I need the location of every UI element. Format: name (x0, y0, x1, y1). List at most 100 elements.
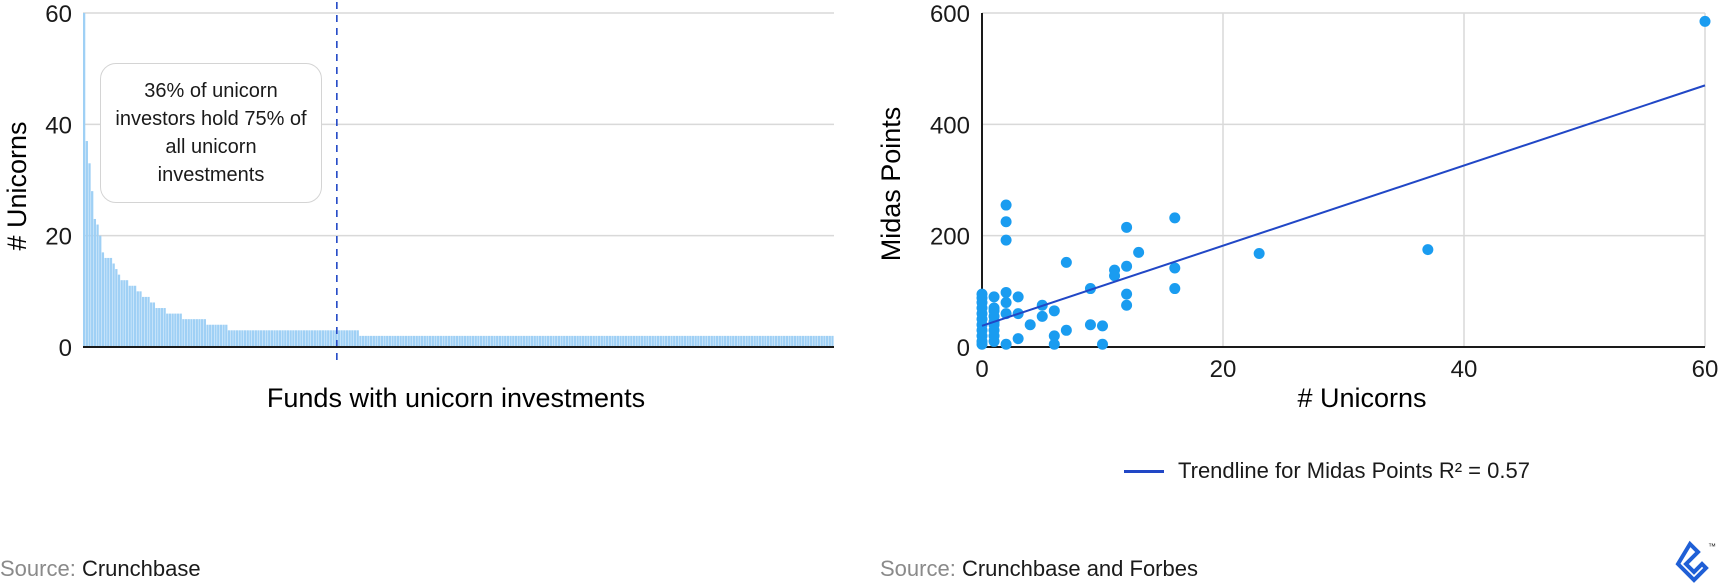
bar (670, 335, 673, 347)
bar (316, 330, 319, 347)
bar (592, 335, 595, 347)
bar (589, 335, 593, 347)
bar (595, 335, 598, 347)
source-value: Crunchbase (81, 556, 201, 581)
bar (820, 335, 823, 347)
bar (437, 335, 440, 347)
bar (158, 308, 161, 347)
bar (359, 335, 362, 347)
bar (136, 291, 139, 347)
bar (289, 330, 292, 347)
scatter-point (1097, 320, 1108, 332)
scatter-point (1048, 305, 1060, 317)
bar (305, 330, 308, 347)
bar (576, 335, 579, 347)
bar (233, 330, 236, 347)
bar (420, 335, 424, 347)
bar (238, 330, 241, 347)
legend-label: Trendline for Midas Points R² = 0.57 (1178, 458, 1530, 483)
bar (469, 335, 472, 347)
bar (214, 324, 217, 347)
bar (630, 335, 633, 347)
bar (477, 335, 480, 347)
bar (120, 280, 123, 347)
bar (536, 335, 539, 347)
bar (268, 330, 271, 347)
right-gridlines (981, 12, 1706, 348)
bar (530, 335, 534, 347)
bar (691, 335, 695, 347)
bar (391, 335, 394, 347)
bar (606, 335, 609, 347)
bar (99, 235, 102, 347)
scatter-point (1012, 291, 1024, 303)
bar (394, 335, 397, 347)
scatter-point (1000, 234, 1012, 246)
bar (249, 330, 252, 347)
bar (281, 330, 284, 347)
bar (123, 280, 126, 347)
bar (91, 191, 94, 347)
bar (273, 330, 276, 347)
bar (353, 330, 357, 347)
bar (246, 330, 249, 347)
scatter-point (1097, 338, 1108, 350)
bar (509, 335, 512, 347)
scatter-point (1253, 247, 1265, 259)
bar (817, 335, 821, 347)
bar (225, 324, 228, 347)
bar (292, 330, 295, 347)
bar (174, 313, 177, 347)
scatter-point (1060, 256, 1072, 268)
scatter-point (1060, 324, 1072, 336)
right-x-tick-label: 0 (975, 356, 988, 383)
scatter-point (988, 291, 1000, 303)
scatter-point (1169, 212, 1181, 224)
bar (791, 335, 794, 347)
bar (463, 335, 467, 347)
bar (329, 330, 333, 347)
bar (369, 335, 373, 347)
scatter-point (1169, 262, 1181, 274)
left-y-tick-label: 20 (45, 224, 72, 251)
bar (319, 330, 322, 347)
bar (351, 330, 354, 347)
bar (182, 319, 185, 347)
bar (689, 335, 692, 347)
bar (407, 335, 410, 347)
bar (308, 330, 311, 347)
bar (772, 335, 775, 347)
bar (702, 335, 705, 347)
bar (257, 330, 260, 347)
bar (144, 296, 147, 347)
bar (675, 335, 679, 347)
right-x-tick-label: 20 (1210, 356, 1237, 383)
bar (796, 335, 799, 347)
bar (348, 330, 351, 347)
bar (783, 335, 786, 347)
scatter-point (1084, 319, 1096, 331)
bar (788, 335, 791, 347)
annotation-text: 36% of unicorn investors hold 75% of all… (115, 80, 307, 186)
bar (262, 330, 265, 347)
bar (514, 335, 518, 347)
scatter-point (1121, 260, 1133, 272)
bar (152, 302, 156, 347)
bar (117, 274, 121, 347)
bar (600, 335, 603, 347)
bar (651, 335, 654, 347)
bar (176, 313, 180, 347)
bar (804, 335, 807, 347)
scatter-point (1121, 299, 1133, 311)
bar (195, 319, 198, 347)
bar (270, 330, 274, 347)
bar (192, 319, 196, 347)
bar (777, 335, 780, 347)
bar (396, 335, 400, 347)
bar (726, 335, 729, 347)
bar (563, 335, 566, 347)
bar (217, 324, 220, 347)
right-y-axis-label: Midas Points (876, 107, 906, 262)
bar (694, 335, 697, 347)
bar (482, 335, 485, 347)
